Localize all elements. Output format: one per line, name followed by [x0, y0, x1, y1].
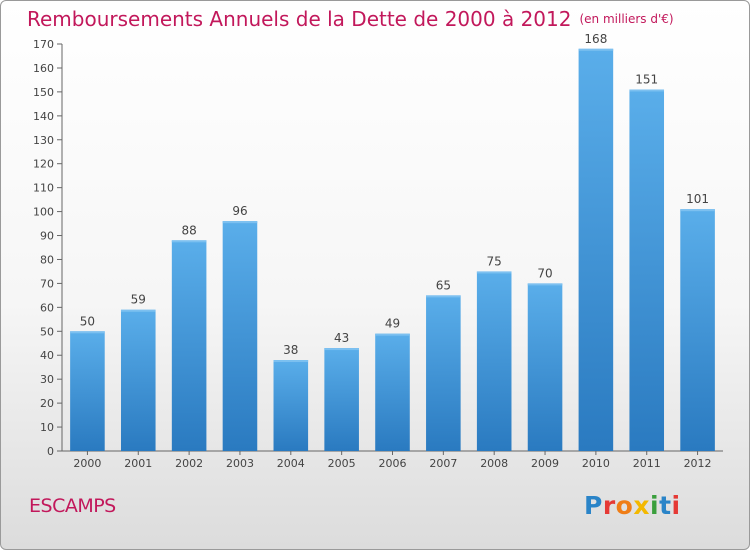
value-label-2008: 75 [487, 254, 502, 268]
x-tick-label-2005: 2005 [328, 457, 356, 470]
y-tick-label: 140 [33, 110, 54, 123]
x-tick-label-2008: 2008 [480, 457, 508, 470]
bar-top-highlight [578, 48, 614, 51]
bar-2005 [324, 348, 359, 451]
y-tick-label: 30 [40, 373, 54, 386]
y-tick-label: 40 [40, 349, 54, 362]
bar-2007 [426, 295, 461, 451]
x-tick-label-2002: 2002 [175, 457, 203, 470]
x-tick-label-2012: 2012 [684, 457, 712, 470]
y-tick-label: 150 [33, 86, 54, 99]
value-label-2005: 43 [334, 331, 349, 345]
y-tick-label: 110 [33, 182, 54, 195]
x-tick-label-2000: 2000 [73, 457, 101, 470]
y-tick-label: 60 [40, 301, 54, 314]
x-tick-label-2007: 2007 [429, 457, 457, 470]
bar-2000 [70, 331, 105, 451]
bar-2010 [578, 48, 614, 451]
y-tick-label: 80 [40, 253, 54, 266]
chart-subtitle: (en milliers d'€) [579, 12, 674, 26]
chart-title: Remboursements Annuels de la Dette de 20… [27, 7, 674, 31]
bar-2002 [171, 240, 207, 451]
y-tick-label: 120 [33, 158, 54, 171]
value-label-2011: 151 [635, 72, 658, 86]
bar-2012 [680, 209, 715, 451]
x-tick-label-2004: 2004 [277, 457, 305, 470]
bar-top-highlight [222, 221, 258, 224]
bar-2001 [120, 309, 156, 451]
x-tick-label-2010: 2010 [582, 457, 610, 470]
y-tick-label: 100 [33, 206, 54, 219]
y-tick-label: 20 [40, 397, 54, 410]
value-label-2001: 59 [131, 293, 146, 307]
bar-chart: 0 10 20 30 40 50 60 70 80 90 100 110 120 130 140 150 160… [33, 32, 723, 470]
value-label-2002: 88 [181, 223, 196, 237]
x-tick-label-2006: 2006 [379, 457, 407, 470]
value-label-2000: 50 [80, 314, 95, 328]
logo-letter: i [650, 491, 660, 520]
value-label-2012: 101 [686, 192, 709, 206]
x-tick-label-2001: 2001 [124, 457, 152, 470]
y-tick-label: 90 [40, 230, 54, 243]
y-tick-label: 160 [33, 62, 54, 75]
value-label-2009: 70 [537, 266, 552, 280]
value-label-2003: 96 [232, 204, 247, 218]
bar-top-highlight [171, 240, 207, 243]
bar-top-highlight [120, 309, 156, 312]
x-tick-label-2009: 2009 [531, 457, 559, 470]
bar-top-highlight [273, 360, 309, 363]
logo-letter: x [633, 491, 650, 520]
x-tick-label-2003: 2003 [226, 457, 254, 470]
bar-2009 [527, 283, 563, 451]
logo-letter: t [659, 491, 672, 520]
bar-2004 [273, 360, 309, 451]
bar-top-highlight [629, 89, 665, 92]
y-tick-label: 170 [33, 38, 54, 51]
x-tick-label-2011: 2011 [633, 457, 661, 470]
value-label-2010: 168 [584, 32, 607, 46]
y-tick-label: 70 [40, 277, 54, 290]
value-label-2006: 49 [385, 317, 400, 331]
value-label-2004: 38 [283, 343, 298, 357]
bar-top-highlight [680, 209, 715, 212]
logo-letter: o [615, 491, 634, 520]
bar-2008 [476, 271, 512, 451]
bar-2003 [222, 221, 258, 451]
y-tick-label: 10 [40, 421, 54, 434]
y-tick-label: 0 [47, 445, 54, 458]
y-tick-label: 50 [40, 325, 54, 338]
logo-letter: P [584, 491, 603, 520]
value-label-2007: 65 [436, 278, 451, 292]
bar-top-highlight [70, 331, 105, 334]
bar-top-highlight [476, 271, 512, 274]
y-tick-label: 130 [33, 134, 54, 147]
bar-2011 [629, 89, 665, 452]
proxiti-logo: Proxiti [584, 491, 681, 520]
commune-name: ESCAMPS [29, 495, 116, 517]
chart-title-text: Remboursements Annuels de la Dette de 20… [27, 7, 572, 31]
bar-top-highlight [426, 295, 461, 298]
bar-2006 [375, 333, 410, 451]
bar-top-highlight [527, 283, 563, 286]
bar-top-highlight [375, 333, 410, 336]
bar-top-highlight [324, 348, 359, 351]
logo-letter: r [602, 491, 616, 520]
logo-letter: i [671, 491, 681, 520]
